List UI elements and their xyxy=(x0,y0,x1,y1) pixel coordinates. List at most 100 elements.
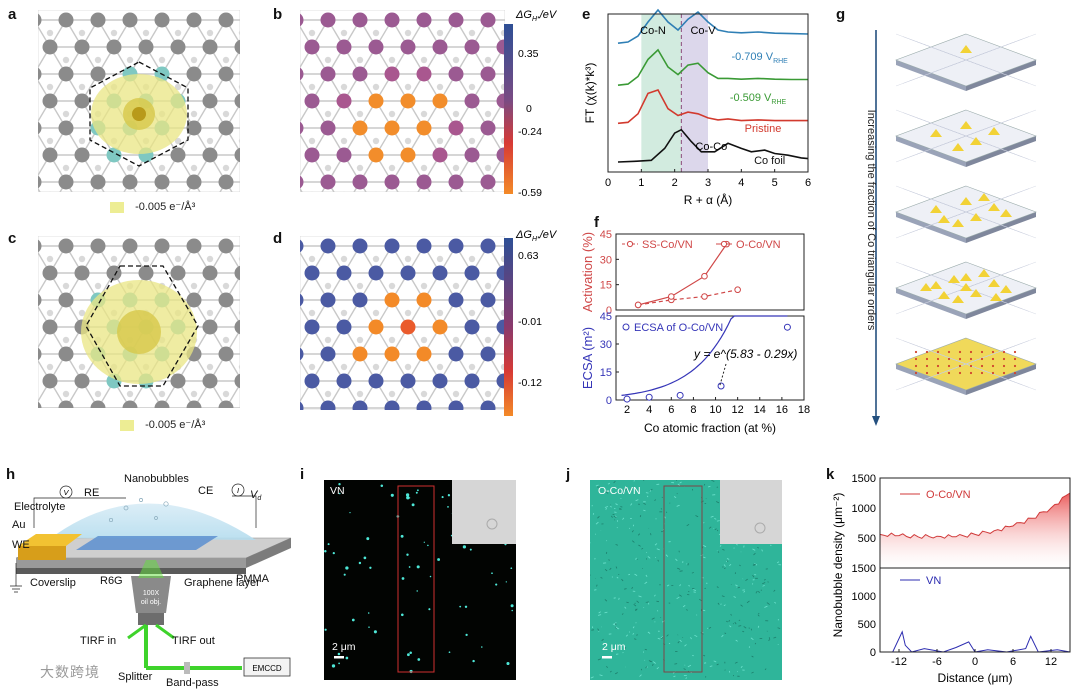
atom xyxy=(38,67,42,81)
atom xyxy=(480,292,496,308)
y-tick-label: 1500 xyxy=(852,563,876,575)
colorbar-tick: -0.12 xyxy=(518,377,542,389)
series-label: Pristine xyxy=(745,123,782,135)
x-tick-label: 12 xyxy=(732,404,744,416)
atom xyxy=(448,120,464,136)
atom xyxy=(384,346,400,362)
atom xyxy=(384,400,400,410)
x-axis-label: R + α (Å) xyxy=(684,192,733,207)
co-triangle xyxy=(960,45,972,53)
atom xyxy=(464,265,480,281)
atom xyxy=(218,174,234,190)
y-tick-label: 15 xyxy=(600,280,612,292)
panel-j-image: O-Co/VN 2 μm xyxy=(590,480,782,680)
hexagon-outline xyxy=(89,61,189,167)
label-r6g: R6G xyxy=(100,575,123,587)
legend-entry: O-Co/VN xyxy=(926,489,971,501)
atom xyxy=(170,39,186,55)
y-tick-label: 0 xyxy=(870,647,876,659)
annotation: Co-N xyxy=(640,25,666,37)
atom xyxy=(448,346,464,362)
atom xyxy=(234,373,240,389)
inset-brightfield xyxy=(720,480,782,544)
atom xyxy=(90,12,106,28)
atom xyxy=(368,147,384,163)
hexagon-outline xyxy=(85,265,199,387)
atom xyxy=(154,12,170,28)
atom xyxy=(38,239,42,253)
atom xyxy=(448,66,464,82)
panel-g-stack xyxy=(872,30,1037,426)
co-triangle xyxy=(938,215,950,223)
co-triangle xyxy=(978,193,990,201)
legend-text: -0.005 e⁻/Å³ xyxy=(135,201,196,213)
atom xyxy=(202,147,218,163)
x-tick-label: 10 xyxy=(709,404,721,416)
atom xyxy=(400,319,416,335)
atom xyxy=(432,39,448,55)
x-tick-label: 6 xyxy=(668,404,674,416)
atom xyxy=(384,292,400,308)
objective-lens xyxy=(131,576,171,613)
atom xyxy=(58,400,74,408)
atom xyxy=(496,147,505,163)
panel-g-axis-holder: Increasing the fraction of Co triangular… xyxy=(816,30,926,410)
graphene-layer xyxy=(76,536,218,550)
ammeter-icon xyxy=(231,483,245,497)
atom xyxy=(352,292,368,308)
atom xyxy=(74,373,90,389)
atom xyxy=(304,319,320,335)
atom xyxy=(300,175,304,189)
co-triangle xyxy=(1000,209,1012,217)
y-tick-label: 1500 xyxy=(852,473,876,485)
panel-label-a: a xyxy=(8,6,17,23)
co-triangle xyxy=(1000,285,1012,293)
atom xyxy=(202,93,218,109)
atom xyxy=(38,347,42,361)
bandpass-filter xyxy=(184,662,190,674)
label-graphene: Graphene layer xyxy=(184,577,260,589)
co-triangle xyxy=(952,295,964,303)
atom xyxy=(234,39,240,55)
atom xyxy=(186,292,202,308)
atom xyxy=(320,66,336,82)
atom xyxy=(368,265,384,281)
co-triangle xyxy=(960,197,972,205)
data-point xyxy=(734,286,741,294)
atom xyxy=(352,12,368,28)
atom xyxy=(300,293,304,307)
atom xyxy=(384,66,400,82)
atom xyxy=(384,120,400,136)
x-tick-label: 1 xyxy=(638,177,644,189)
atom xyxy=(90,174,106,190)
co-triangle xyxy=(952,143,964,151)
atom xyxy=(368,39,384,55)
atom xyxy=(464,147,480,163)
atom xyxy=(320,346,336,362)
atom xyxy=(368,373,384,389)
label-re: RE xyxy=(84,487,99,499)
emccd-camera xyxy=(243,657,291,677)
panel-label-d: d xyxy=(273,230,283,247)
atom xyxy=(480,346,496,362)
atom xyxy=(58,238,74,254)
panel-i-image: VN 2 μm xyxy=(324,480,516,680)
atom xyxy=(432,373,448,389)
x-axis-label: Distance (μm) xyxy=(938,671,1013,685)
colorbar-title: ΔGH*/eV xyxy=(515,229,558,243)
panel-e-chart: 0 1 2 3 4 5 6 R + α (Å) FT (χ(k)*k³) Co-N Co-V Co-C… xyxy=(583,8,811,207)
data-point xyxy=(783,323,791,331)
atom xyxy=(448,174,464,190)
x-axis-label: Co atomic fraction (at %) xyxy=(644,421,776,435)
y-tick-label: 1000 xyxy=(852,503,876,515)
y-tick-label: 45 xyxy=(600,229,612,241)
co-triangle xyxy=(988,127,1000,135)
series-label: -0.509 VRHE xyxy=(730,92,787,106)
co-triangle xyxy=(970,137,982,145)
panel-b-lattice xyxy=(300,10,505,192)
atom xyxy=(234,93,240,109)
atom xyxy=(42,93,58,109)
atom xyxy=(304,147,320,163)
series-label: Co foil xyxy=(754,155,785,167)
